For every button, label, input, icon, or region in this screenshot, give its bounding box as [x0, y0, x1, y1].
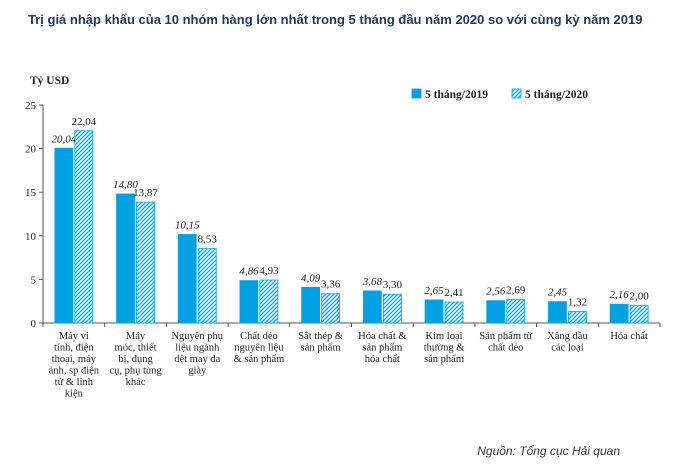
category-line: ảnh, sp điện: [49, 366, 100, 377]
data-label: 20,04: [51, 133, 76, 145]
y-tick-label: 10: [25, 231, 37, 243]
category-line: thoại, máy: [52, 354, 97, 365]
bar-2019: [548, 301, 567, 324]
bar-2019: [116, 193, 135, 324]
legend-swatch: [511, 88, 522, 99]
category-line: thường &: [424, 343, 465, 354]
x-category-label: Sản phẩm từ chất dẻo: [479, 331, 532, 354]
data-label: 22,04: [71, 116, 96, 128]
y-tick-label: 5: [31, 274, 37, 286]
data-label: 10,15: [175, 219, 200, 231]
bar-2020: [321, 293, 341, 324]
x-category-label: Xăng dầu các loại: [547, 331, 588, 354]
data-label: 3,68: [362, 276, 383, 288]
bar-2019: [486, 300, 506, 324]
x-category-label: Máy móc, thiết bị, dụng cụ, phụ tùng khác: [109, 331, 162, 388]
category-line: Xăng dầu: [547, 331, 588, 342]
bar-2020: [136, 201, 155, 324]
category-line: móc, thiết: [115, 343, 157, 354]
plot-area: 0 5 10 15 20 25 20,04 22,04 Máy vi tính, điện thoạ…: [25, 100, 661, 400]
category-line: Máy: [126, 331, 146, 342]
data-label: 14,80: [113, 179, 138, 191]
category-line: Kim loại: [426, 331, 463, 342]
category-line: tính, điện: [54, 343, 94, 354]
data-label: 2,16: [610, 289, 630, 301]
category-line: Hóa chất &: [358, 331, 406, 342]
x-category-label: Chất dẻo nguyên liệu & sản phẩm: [234, 331, 285, 365]
data-label: 2,65: [424, 285, 444, 297]
legend-swatch: [411, 88, 422, 99]
x-category-label: Sắt thép & sản phẩm: [298, 331, 343, 354]
data-label: 2,69: [506, 285, 526, 297]
bar-2019: [424, 299, 444, 324]
bar-2020: [74, 130, 94, 324]
x-category-label: Hóa chất: [610, 331, 648, 342]
data-label: 13,87: [133, 187, 158, 199]
category-line: Chất dẻo: [240, 331, 278, 342]
data-label: 1,32: [568, 296, 587, 308]
bar-2020: [444, 301, 464, 324]
category-line: sản phẩm: [424, 354, 464, 365]
data-label: 4,09: [301, 272, 321, 284]
bar-2019: [609, 303, 629, 324]
category-line: kiện: [65, 389, 84, 400]
bar-2020: [568, 311, 587, 324]
bar-2020: [506, 299, 526, 324]
bar-2020: [629, 305, 649, 324]
data-label: 8,53: [198, 234, 218, 246]
bar-2019: [54, 147, 74, 324]
data-label: 3,36: [321, 279, 341, 291]
category-line: tử & linh: [55, 377, 94, 388]
x-category-label: Nguyên phụ liệu ngành dệt may da giày: [171, 331, 223, 377]
category-line: Hóa chất: [610, 331, 648, 342]
bar-2019: [177, 234, 197, 324]
category-line: bị, dụng: [118, 354, 153, 365]
legend-label: 5 tháng/2019: [425, 89, 488, 101]
y-tick-label: 0: [31, 318, 37, 330]
legend-label: 5 tháng/2020: [525, 89, 588, 101]
category-line: chất dẻo: [488, 343, 523, 354]
category-line: hóa chất: [365, 354, 400, 365]
data-label: 2,41: [444, 287, 463, 299]
category-line: liệu ngành: [175, 343, 220, 354]
data-label: 2,56: [486, 286, 506, 298]
y-tick-label: 20: [25, 144, 37, 156]
source-note: Nguồn: Tổng cục Hải quan: [477, 444, 620, 458]
category-line: khác: [126, 377, 146, 388]
category-line: dệt may da: [174, 354, 220, 365]
x-category-label: Máy vi tính, điện thoại, máy ảnh, sp điện tử…: [49, 331, 100, 400]
bar-2019: [362, 290, 382, 324]
y-tick-label: 15: [25, 187, 37, 199]
bar-2019: [301, 286, 321, 324]
category-line: Nguyên phụ: [171, 331, 223, 342]
bar-2019: [239, 280, 259, 324]
x-category-label: Kim loại thường & sản phẩm: [424, 331, 465, 365]
data-label: 2,00: [630, 291, 650, 303]
category-line: & sản phẩm: [234, 354, 285, 365]
data-label: 4,93: [259, 265, 279, 277]
y-tick-label: 25: [25, 100, 37, 112]
bar-2020: [197, 248, 217, 324]
category-line: Sản phẩm từ: [479, 331, 532, 342]
category-line: nguyên liệu: [234, 343, 284, 354]
y-axis-label: Tỷ USD: [30, 75, 69, 87]
x-category-label: Hóa chất & sản phẩm hóa chất: [358, 331, 406, 365]
bar-2020: [382, 293, 402, 324]
data-label: 4,86: [239, 266, 259, 278]
category-line: các loại: [551, 343, 583, 354]
chart-title: Trị giá nhập khẩu của 10 nhóm hàng lớn n…: [28, 12, 642, 27]
legend: 5 tháng/2019 5 tháng/2020: [411, 88, 588, 101]
category-line: Máy vi: [59, 331, 89, 342]
data-label: 3,30: [383, 279, 403, 291]
category-line: cụ, phụ tùng: [109, 366, 162, 377]
data-label: 2,45: [548, 287, 568, 299]
category-line: sản phẩm: [301, 343, 341, 354]
category-line: giày: [188, 366, 207, 377]
category-line: sản phẩm: [362, 343, 402, 354]
category-line: Sắt thép &: [298, 331, 343, 342]
bar-2020: [259, 279, 279, 324]
